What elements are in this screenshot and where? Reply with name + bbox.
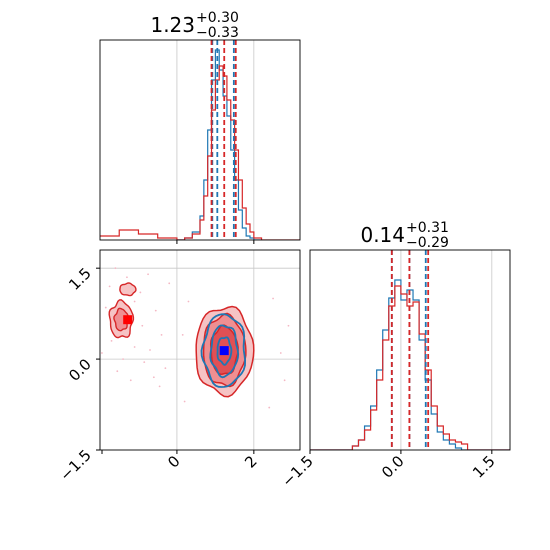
contour-sample-28 <box>181 333 184 336</box>
hist-param-1-title-plus: +0.30 <box>196 10 239 26</box>
contour-ytick-label-1: 0.0 <box>65 355 95 385</box>
hist-param-1-frame <box>99 39 301 241</box>
contour-sample-16 <box>164 367 167 370</box>
contour-plot-area <box>100 250 300 450</box>
hist-param-2-title-value: 0.14 <box>360 223 405 247</box>
contour-marker-1 <box>219 346 229 356</box>
contour-sample-25 <box>187 300 190 303</box>
contour-sample-21 <box>158 385 161 388</box>
contour-sample-12 <box>152 376 155 379</box>
contour-marker-0 <box>123 315 133 325</box>
contour-sample-8 <box>133 346 136 348</box>
contour-sample-27 <box>272 297 274 300</box>
contour-secondary-level-0 <box>200 313 247 388</box>
contour-sample-23 <box>279 352 282 354</box>
hist-param-2-xtick-label-1: 0.0 <box>378 452 408 482</box>
contour-frame <box>99 249 301 451</box>
contour-sample-10 <box>122 358 124 360</box>
contour-sample-26 <box>183 400 186 403</box>
contour-xtick-label-1: 2 <box>241 452 260 471</box>
hist-param-1-series-secondary <box>176 49 262 240</box>
hist-param-2-title-minus: −0.29 <box>406 235 449 251</box>
contour-xtick-label-0: 0 <box>164 452 183 471</box>
hist-param-1-series-primary <box>100 65 300 240</box>
contour-sample-9 <box>149 349 151 351</box>
contour-secondary-mode-blob <box>119 282 137 297</box>
contour-secondary-mode-level-1 <box>113 307 129 332</box>
contour-sample-29 <box>268 406 271 409</box>
contour-sample-18 <box>168 282 171 285</box>
contour-sample-19 <box>147 273 149 276</box>
contour-secondary-level-1 <box>209 324 240 379</box>
hist-param-1-plot-area <box>100 40 300 240</box>
hist-param-2-xtick-label-2: 1.5 <box>469 452 499 482</box>
contour-sample-22 <box>287 324 290 327</box>
contour-sample-2 <box>108 285 111 288</box>
contour-ytick-label-0: −1.5 <box>56 446 94 484</box>
contour-sample-15 <box>154 309 157 312</box>
hist-param-2-title-plus: +0.31 <box>406 220 449 236</box>
contour-sample-3 <box>139 291 142 294</box>
hist-param-2-plot-area <box>310 250 510 450</box>
contour-sample-0 <box>114 267 117 270</box>
contour-sample-5 <box>104 306 107 309</box>
hist-param-2-frame <box>309 249 511 451</box>
contour-secondary-level-2 <box>216 336 233 366</box>
hist-param-2-xtick-label-0: −1.5 <box>278 452 316 490</box>
hist-param-1-title-minus: −0.33 <box>196 25 239 41</box>
contour-sample-20 <box>101 352 103 354</box>
contour-sample-13 <box>129 379 132 382</box>
contour-sample-1 <box>126 276 128 279</box>
contour-ytick-label-2: 1.5 <box>65 264 95 294</box>
contour-sample-24 <box>283 379 286 382</box>
contour-sample-11 <box>143 361 146 364</box>
contour-sample-4 <box>133 300 136 303</box>
hist-param-1-title-value: 1.23 <box>150 13 195 37</box>
contour-sample-17 <box>116 370 119 373</box>
contour-sample-7 <box>110 340 113 342</box>
contour-sample-14 <box>160 333 163 336</box>
contour-sample-6 <box>141 324 144 327</box>
